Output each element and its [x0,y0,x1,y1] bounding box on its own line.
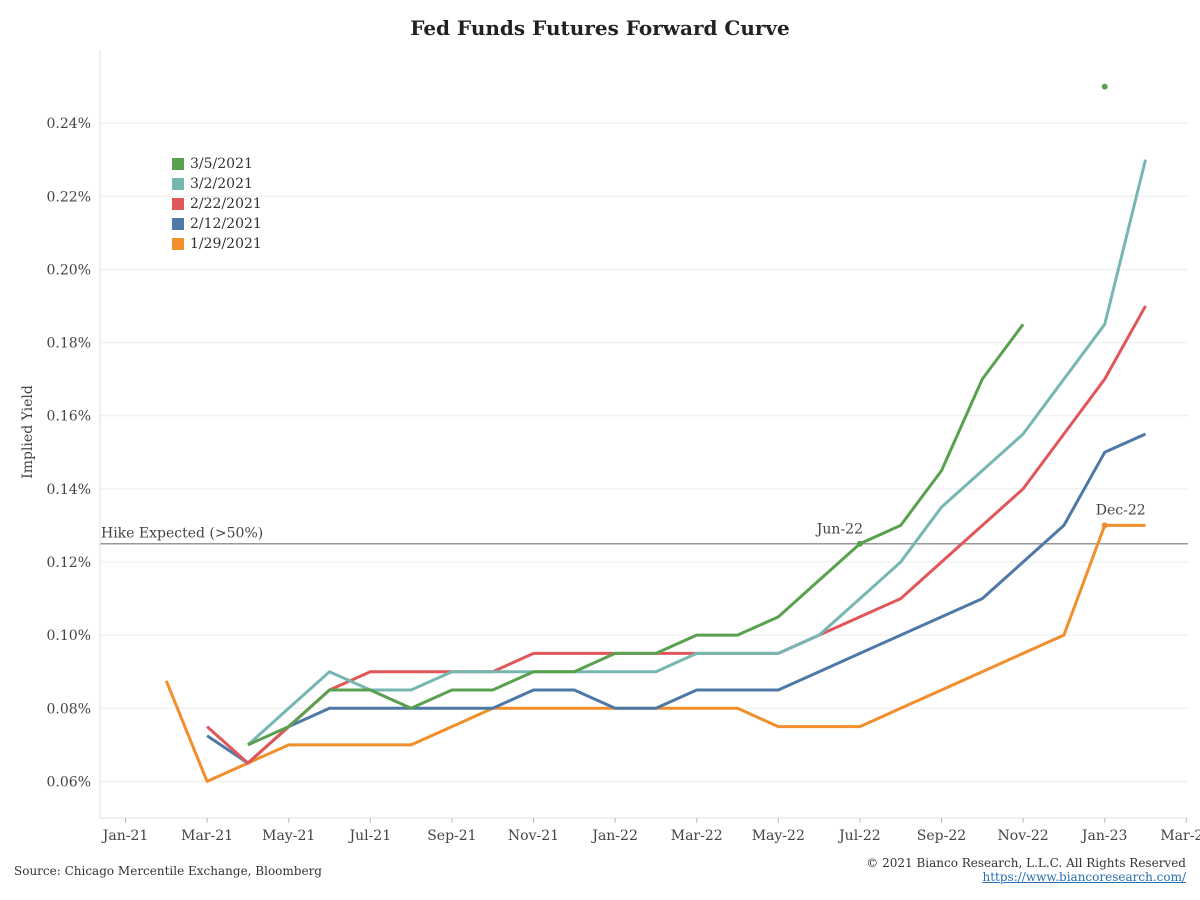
legend-item: 3/5/2021 [172,154,262,174]
legend-swatch [172,198,184,210]
series-line-2/12/2021 [206,432,1147,765]
annotation-label: Jun-22 [815,522,863,538]
x-tick-label: Nov-21 [508,828,559,844]
x-tick-label: Mar-23 [1160,828,1200,844]
series-point-3/5/2021 [1101,83,1108,90]
x-tick-label: May-22 [752,828,805,844]
hike-expected-label: Hike Expected (>50%) [101,526,263,542]
annotations-group: Jun-22 Dec-22 [815,502,1146,547]
y-tick-label: 0.12% [47,555,91,571]
legend-item: 2/22/2021 [172,194,262,214]
series-line-2/22/2021 [206,305,1147,765]
x-tick-label: Jul-22 [837,828,881,844]
y-tick-label: 0.06% [47,774,91,790]
legend-label: 3/5/2021 [190,156,253,172]
gridlines [100,122,1188,782]
y-tick-label: 0.08% [47,701,91,717]
x-tick-label: Sep-21 [427,828,476,844]
annotation-marker [1101,522,1108,529]
x-tick-label: Mar-21 [181,828,233,844]
y-tick-label: 0.24% [47,116,91,132]
y-tick-label: 0.16% [47,409,91,425]
legend-swatch [172,178,184,190]
legend-swatch [172,158,184,170]
legend-label: 1/29/2021 [190,236,262,252]
x-tick-label: Nov-22 [998,828,1049,844]
legend-label: 2/22/2021 [190,196,262,212]
y-tick-label: 0.14% [47,482,91,498]
x-tick-label: Jan-22 [590,828,638,844]
legend-label: 3/2/2021 [190,176,253,192]
x-tick-label: Jul-21 [347,828,391,844]
copyright-note: © 2021 Bianco Research, L.L.C. All Right… [866,856,1186,870]
legend-swatch [172,238,184,250]
legend-item: 1/29/2021 [172,234,262,254]
y-tick-label: 0.20% [47,262,91,278]
x-tick-label: Jan-21 [101,828,149,844]
legend-item: 2/12/2021 [172,214,262,234]
x-tick-label: Mar-22 [671,828,723,844]
series-group [164,83,1147,783]
reference-line-group: Hike Expected (>50%) [100,526,1188,545]
annotation-label: Dec-22 [1096,502,1146,518]
axes: 0.06% 0.08% 0.10% 0.12% 0.14% 0.16% 0.18% 0.20%… [47,50,1200,844]
y-tick-label: 0.10% [47,628,91,644]
legend-item: 3/2/2021 [172,174,262,194]
legend: 3/5/2021 3/2/2021 2/22/2021 2/12/2021 1/29/2… [172,154,262,254]
series-line-3/2/2021 [246,159,1147,747]
website-link[interactable]: https://www.biancoresearch.com/ [982,870,1186,884]
x-tick-label: Sep-22 [917,828,966,844]
source-note: Source: Chicago Mercentile Exchange, Blo… [14,864,322,878]
legend-swatch [172,218,184,230]
chart-title: Fed Funds Futures Forward Curve [410,16,790,40]
series-line-3/5/2021 [247,323,1025,747]
legend-label: 2/12/2021 [190,216,262,232]
x-tick-label: May-21 [262,828,315,844]
y-tick-label: 0.22% [47,189,91,205]
y-tick-label: 0.18% [47,336,91,352]
annotation-marker [856,540,863,547]
x-tick-label: Jan-23 [1080,828,1128,844]
